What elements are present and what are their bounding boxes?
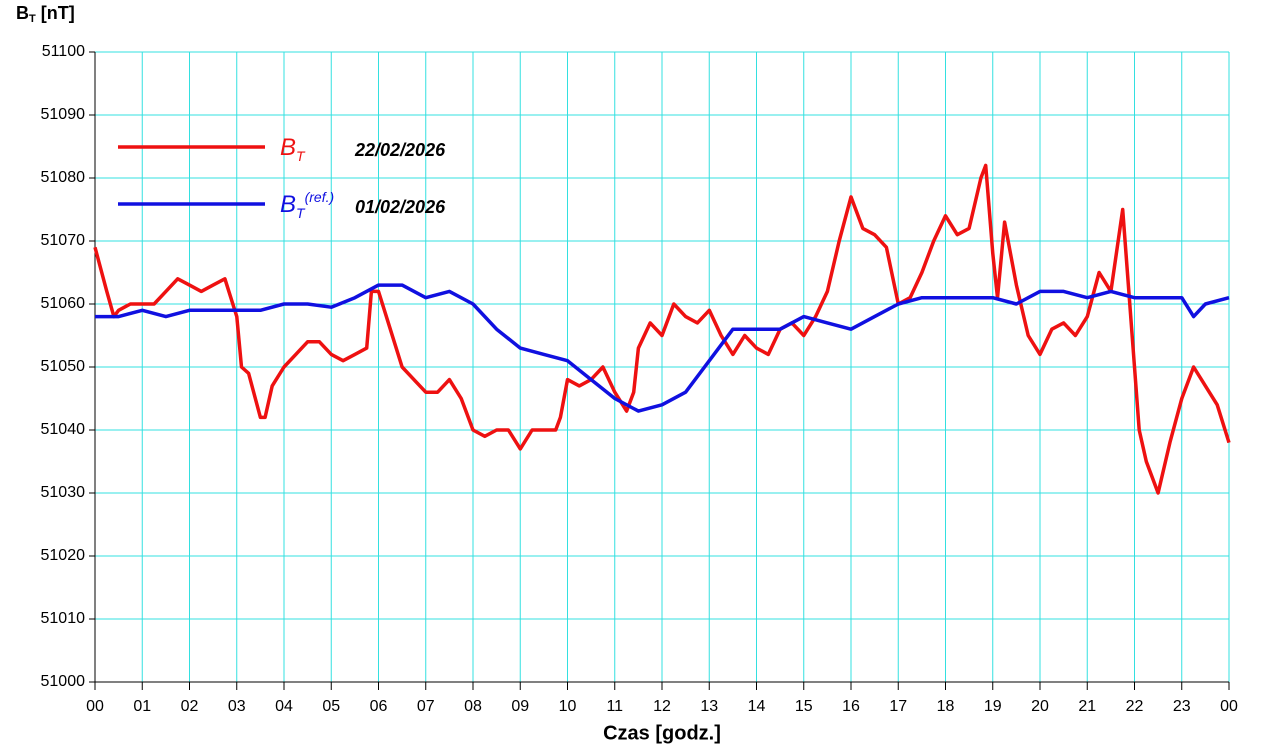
- x-tick-label: 08: [464, 698, 482, 715]
- data-line: [93, 163, 1231, 495]
- x-tick-label: 15: [795, 698, 813, 715]
- y-tick-label: 51050: [41, 358, 86, 375]
- y-tick-label: 51090: [41, 106, 86, 123]
- y-tick-label: 51000: [41, 673, 86, 690]
- y-label-symbol: B: [16, 3, 29, 23]
- y-tick-label: 51030: [41, 484, 86, 501]
- y-tick-label: 51100: [42, 43, 85, 60]
- x-tick-label: 14: [748, 698, 766, 715]
- data-line: [95, 283, 1230, 413]
- x-tick-label: 20: [1031, 698, 1049, 715]
- x-tick-label: 16: [842, 698, 860, 715]
- x-axis-title: Czas [godz.]: [603, 722, 721, 744]
- x-tick-label: 07: [417, 698, 435, 715]
- x-tick-label: 19: [984, 698, 1002, 715]
- x-tick-label: 12: [653, 698, 671, 715]
- x-tick-label: 21: [1078, 698, 1096, 715]
- y-tick-label: 51060: [41, 295, 86, 312]
- x-tick-label: 00: [86, 698, 104, 715]
- x-tick-label: 23: [1173, 698, 1191, 715]
- legend-label: BT: [280, 134, 306, 163]
- legend-sub: T: [296, 205, 306, 221]
- x-tick-label: 17: [889, 698, 907, 715]
- x-tick-label: 01: [133, 698, 151, 715]
- x-tick-label: 00: [1220, 698, 1238, 715]
- legend-date: 01/02/2026: [355, 197, 446, 217]
- y-tick-label: 51080: [41, 169, 86, 186]
- legend-sup: (ref.): [305, 189, 335, 205]
- x-tick-label: 03: [228, 698, 246, 715]
- x-tick-label: 13: [700, 698, 718, 715]
- x-tick-label: 09: [511, 698, 529, 715]
- x-tick-label: 11: [606, 698, 623, 715]
- x-tick-label: 22: [1126, 698, 1144, 715]
- y-tick-label: 51070: [41, 232, 86, 249]
- y-label-unit: [nT]: [41, 3, 75, 23]
- y-tick-label: 51010: [41, 610, 86, 627]
- x-tick-label: 05: [322, 698, 340, 715]
- legend-name: B: [280, 134, 296, 161]
- x-tick-label: 04: [275, 698, 293, 715]
- x-tick-label: 02: [181, 698, 199, 715]
- x-tick-label: 10: [559, 698, 577, 715]
- y-label-sub: T: [29, 13, 36, 25]
- legend-sub: T: [296, 148, 306, 164]
- legend-name: B: [280, 191, 296, 218]
- legend-date: 22/02/2026: [354, 140, 446, 160]
- legend-label: BT(ref.): [280, 189, 334, 221]
- y-tick-label: 51040: [41, 421, 86, 438]
- y-tick-label: 51020: [41, 547, 86, 564]
- x-tick-label: 18: [937, 698, 955, 715]
- y-axis-title: BT [nT]: [16, 3, 75, 25]
- x-tick-label: 06: [370, 698, 388, 715]
